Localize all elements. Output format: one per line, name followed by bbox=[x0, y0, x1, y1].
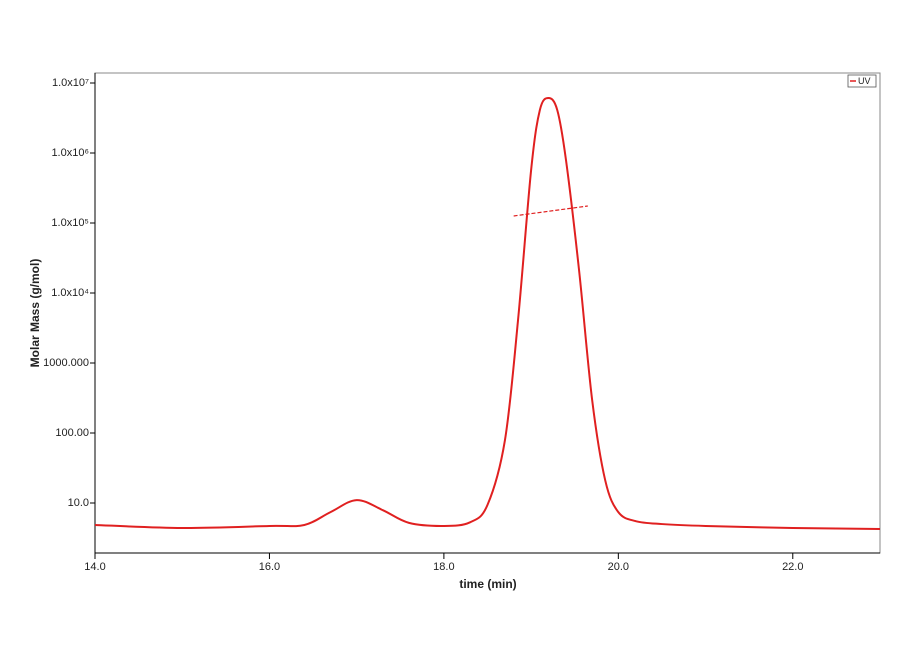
series-line bbox=[94, 97, 881, 531]
legend-label: UV bbox=[858, 76, 871, 86]
series-line bbox=[513, 205, 588, 217]
y-axis-title: Molar Mass (g/mol) bbox=[28, 259, 42, 368]
x-axis-title: time (min) bbox=[459, 577, 516, 591]
plot-frame bbox=[94, 72, 881, 554]
y-tick-label: 1.0x10⁴ bbox=[51, 287, 89, 299]
y-tick-label: 1.0x10⁶ bbox=[51, 147, 89, 159]
y-tick-label: 10.0 bbox=[68, 497, 89, 509]
x-tick-label: 14.0 bbox=[84, 561, 105, 573]
y-tick-label: 1.0x10⁷ bbox=[52, 77, 89, 89]
x-tick-label: 22.0 bbox=[782, 561, 803, 573]
y-tick-label: 1000.000 bbox=[43, 357, 89, 369]
x-tick-label: 16.0 bbox=[259, 561, 280, 573]
y-tick-label: 100.00 bbox=[55, 427, 89, 439]
y-tick-label: 1.0x10⁵ bbox=[51, 217, 89, 229]
x-tick-label: 18.0 bbox=[433, 561, 454, 573]
x-tick-label: 20.0 bbox=[608, 561, 629, 573]
legend-box bbox=[847, 74, 877, 88]
